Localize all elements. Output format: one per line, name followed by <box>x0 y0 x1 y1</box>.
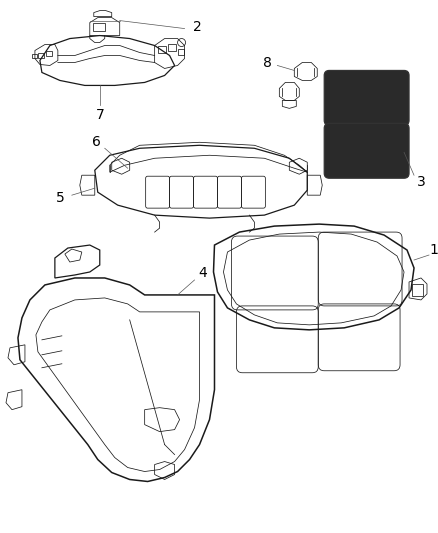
Text: 1: 1 <box>430 243 438 257</box>
Text: 4: 4 <box>198 266 207 280</box>
Text: 3: 3 <box>417 175 425 189</box>
Text: 6: 6 <box>92 135 101 149</box>
Text: 7: 7 <box>95 108 104 123</box>
Text: 8: 8 <box>263 56 272 70</box>
FancyBboxPatch shape <box>324 123 409 178</box>
FancyBboxPatch shape <box>324 70 409 125</box>
Text: 2: 2 <box>193 20 202 34</box>
Text: 5: 5 <box>56 191 64 205</box>
